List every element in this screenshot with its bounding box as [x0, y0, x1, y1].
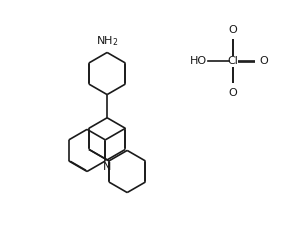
- Text: N: N: [103, 162, 111, 172]
- Text: Cl: Cl: [227, 56, 238, 66]
- Text: O: O: [229, 88, 237, 98]
- Text: O: O: [259, 56, 268, 66]
- Text: HO: HO: [189, 56, 207, 66]
- Text: NH$_2$: NH$_2$: [96, 34, 118, 48]
- Text: O: O: [229, 25, 237, 35]
